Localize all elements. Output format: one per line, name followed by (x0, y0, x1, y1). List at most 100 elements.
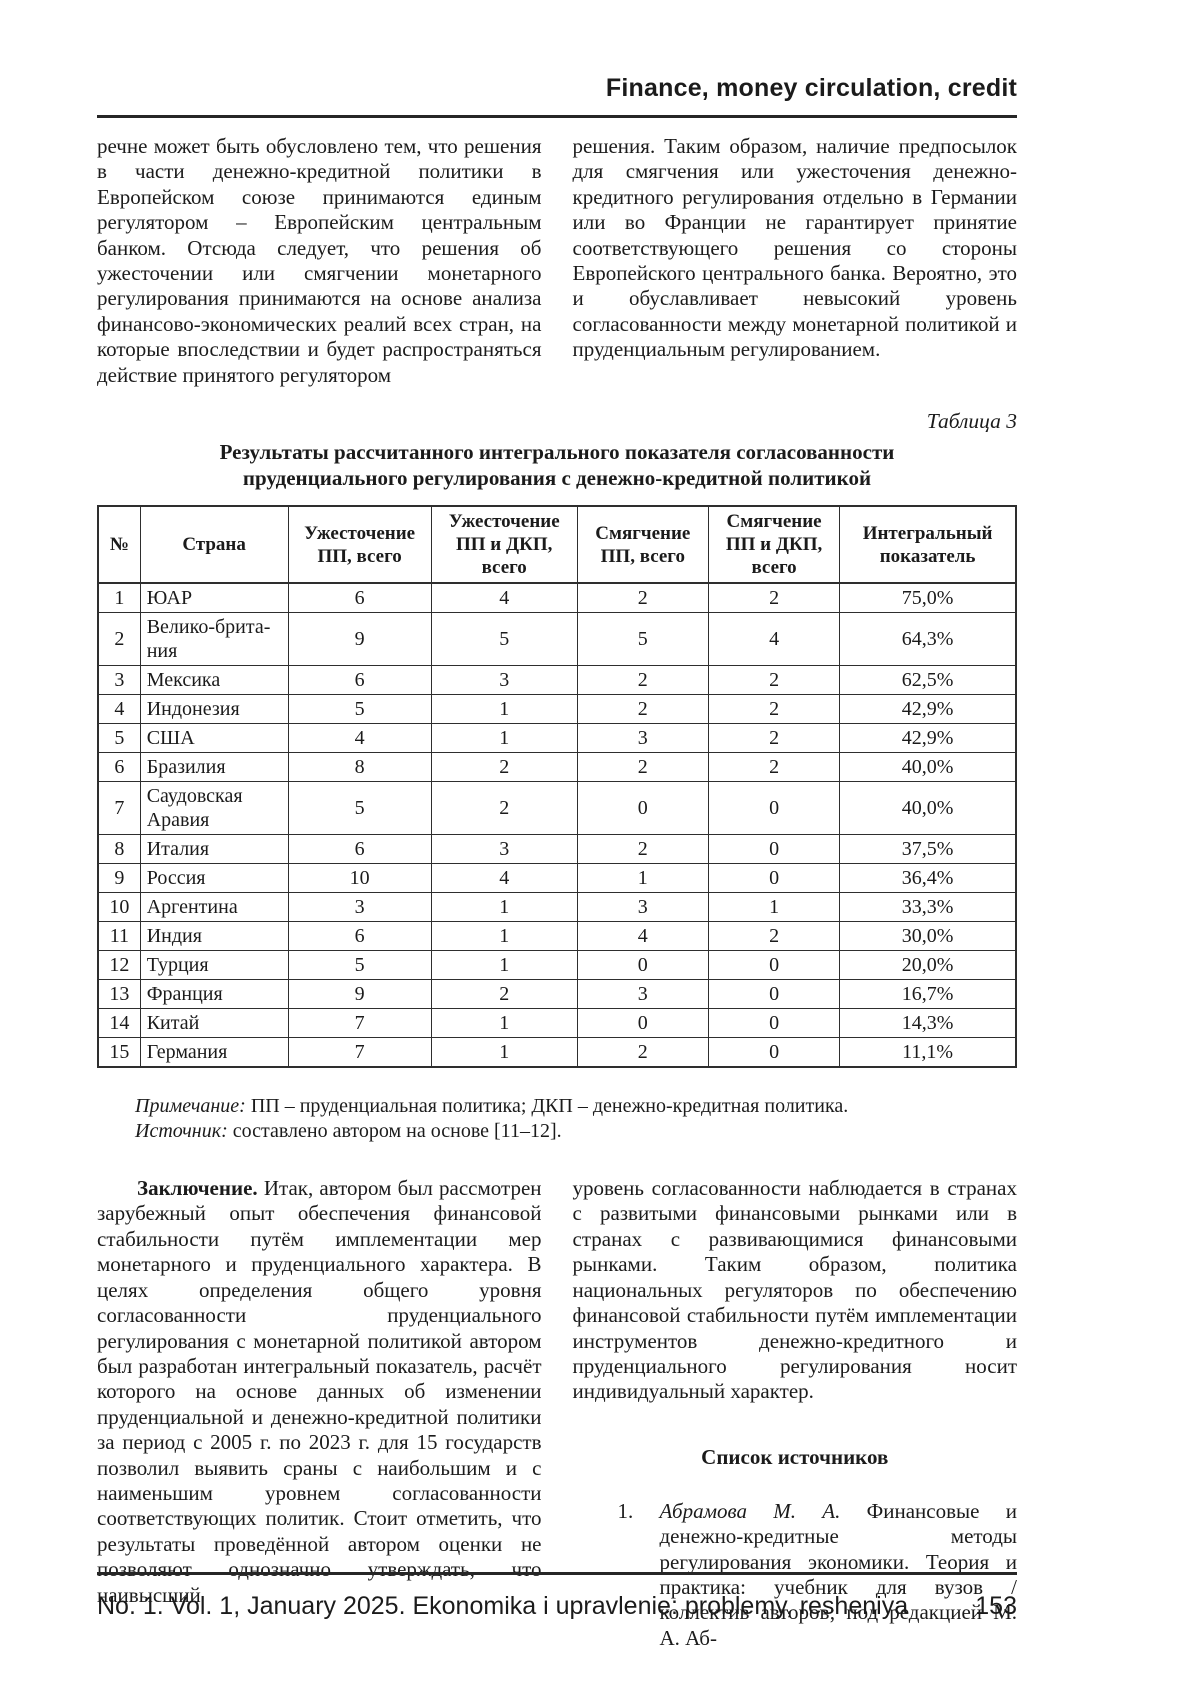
country-cell: Индия (139, 921, 289, 952)
value-cell: 1 (430, 950, 578, 981)
col-header-tightening-pp-dkp: Ужесточение ПП и ДКП, всего (430, 505, 578, 585)
conclusion-columns: Заключение. Итак, автором был рассмотрен… (97, 1176, 1017, 1651)
table-row: 1 ЮАР 6 4 2 2 75,0% (97, 582, 1017, 614)
value-cell: 3 (430, 665, 578, 696)
value-cell: 2 (576, 752, 709, 783)
value-cell: 42,9% (839, 723, 1017, 754)
value-cell: 36,4% (839, 863, 1017, 894)
table-title: Результаты рассчитанного интегрального п… (97, 439, 1017, 491)
footer-issue-line: No. 1. Vol. 1, January 2025. Ekonomika i… (97, 1592, 909, 1620)
table-row: 4 Индонезия 5 1 2 2 42,9% (97, 694, 1017, 725)
value-cell: 2 (430, 781, 578, 836)
value-cell: 64,3% (839, 612, 1017, 667)
value-cell: 2 (576, 1037, 709, 1068)
country-cell: Россия (139, 863, 289, 894)
value-cell: 1 (430, 892, 578, 923)
value-cell: 0 (707, 781, 841, 836)
table-row: 9 Россия 10 4 1 0 36,4% (97, 863, 1017, 894)
table-title-line1: Результаты рассчитанного интегрального п… (219, 440, 895, 465)
results-table-body: 1 ЮАР 6 4 2 2 75,0% 2 Велико-брита- ния 9 5 5 4 64,3%… (97, 582, 1017, 1068)
value-cell: 9 (97, 863, 141, 894)
value-cell: 6 (287, 921, 432, 952)
source-text: составлено автором на основе [11–12]. (232, 1120, 562, 1143)
value-cell: 5 (287, 694, 432, 725)
country-cell: Германия (139, 1037, 289, 1068)
value-cell: 1 (430, 694, 578, 725)
value-cell: 5 (97, 723, 141, 754)
value-cell: 75,0% (839, 582, 1017, 614)
value-cell: 7 (97, 781, 141, 836)
table-row: 5 США 4 1 3 2 42,9% (97, 723, 1017, 754)
country-cell: США (139, 723, 289, 754)
note-line: Примечание: ПП – пруденциальная политика… (97, 1094, 1017, 1119)
value-cell: 5 (430, 612, 578, 667)
col-header-country: Страна (139, 505, 289, 585)
value-cell: 13 (97, 979, 141, 1010)
results-table: № Страна Ужесточение ПП, всего Ужесточен… (97, 505, 1017, 1069)
table-row: 13 Франция 9 2 3 0 16,7% (97, 979, 1017, 1010)
table-row: 6 Бразилия 8 2 2 2 40,0% (97, 752, 1017, 783)
value-cell: 4 (430, 582, 578, 614)
conclusion-heading: Заключение. (137, 1176, 258, 1201)
value-cell: 1 (430, 1037, 578, 1068)
table-row: 10 Аргентина 3 1 3 1 33,3% (97, 892, 1017, 923)
value-cell: 12 (97, 950, 141, 981)
value-cell: 40,0% (839, 752, 1017, 783)
value-cell: 2 (707, 582, 841, 614)
conclusion-right-column: уровень согласованности наблюдается в ст… (573, 1176, 1018, 1651)
value-cell: 4 (97, 694, 141, 725)
intro-left-column: речне может быть обусловлено тем, что ре… (97, 134, 542, 388)
value-cell: 6 (97, 752, 141, 783)
intro-right-column: решения. Таким образом, наличие предпосы… (573, 134, 1018, 388)
value-cell: 2 (707, 752, 841, 783)
intro-text-columns: речне может быть обусловлено тем, что ре… (97, 134, 1017, 388)
conclusion-paragraph: Заключение. Итак, автором был рассмотрен… (97, 1176, 542, 1608)
value-cell: 4 (430, 863, 578, 894)
conclusion-right-text: уровень согласованности наблюдается в ст… (572, 1176, 1018, 1404)
col-header-integral: Интегральный показатель (839, 505, 1017, 585)
value-cell: 14,3% (839, 1008, 1017, 1039)
country-cell: ЮАР (139, 582, 289, 614)
value-cell: 20,0% (839, 950, 1017, 981)
table-row: 8 Италия 6 3 2 0 37,5% (97, 834, 1017, 865)
value-cell: 9 (287, 612, 432, 667)
value-cell: 10 (97, 892, 141, 923)
col-header-number: № (97, 505, 141, 585)
value-cell: 2 (430, 752, 578, 783)
value-cell: 0 (707, 1037, 841, 1068)
table-row: 3 Мексика 6 3 2 2 62,5% (97, 665, 1017, 696)
source-line: Источник: составлено автором на основе [… (97, 1119, 1017, 1144)
country-cell: Италия (139, 834, 289, 865)
value-cell: 42,9% (839, 694, 1017, 725)
table-row: 12 Турция 5 1 0 0 20,0% (97, 950, 1017, 981)
reference-author: Абрамова М. А. (659, 1498, 841, 1523)
value-cell: 0 (707, 863, 841, 894)
value-cell: 40,0% (839, 781, 1017, 836)
conclusion-left-text: Итак, автором был рассмотрен зарубежный … (97, 1176, 542, 1607)
value-cell: 5 (287, 950, 432, 981)
value-cell: 3 (430, 834, 578, 865)
footer-page-number: 153 (975, 1592, 1017, 1620)
intro-right-paragraph: решения. Таким образом, наличие предпосы… (572, 134, 1018, 362)
value-cell: 3 (576, 723, 709, 754)
value-cell: 2 (576, 834, 709, 865)
source-label: Источник: (135, 1120, 228, 1143)
country-cell: Индонезия (139, 694, 289, 725)
table-title-line2: пруденциального регулирования с денежно-… (242, 466, 872, 491)
value-cell: 8 (287, 752, 432, 783)
country-cell: Турция (139, 950, 289, 981)
value-cell: 8 (97, 834, 141, 865)
value-cell: 62,5% (839, 665, 1017, 696)
reference-body: Финансовые и денежно-кредитные методы ре… (659, 1498, 1018, 1650)
table-notes: Примечание: ПП – пруденциальная политика… (97, 1094, 1017, 1144)
value-cell: 2 (576, 582, 709, 614)
value-cell: 9 (287, 979, 432, 1010)
value-cell: 2 (707, 694, 841, 725)
value-cell: 3 (576, 979, 709, 1010)
value-cell: 0 (576, 781, 709, 836)
value-cell: 5 (576, 612, 709, 667)
conclusion-left-column: Заключение. Итак, автором был рассмотрен… (97, 1176, 542, 1651)
value-cell: 3 (97, 665, 141, 696)
reference-item: 1. Абрамова М. А. Финансовые и денежно-к… (573, 1499, 1018, 1651)
